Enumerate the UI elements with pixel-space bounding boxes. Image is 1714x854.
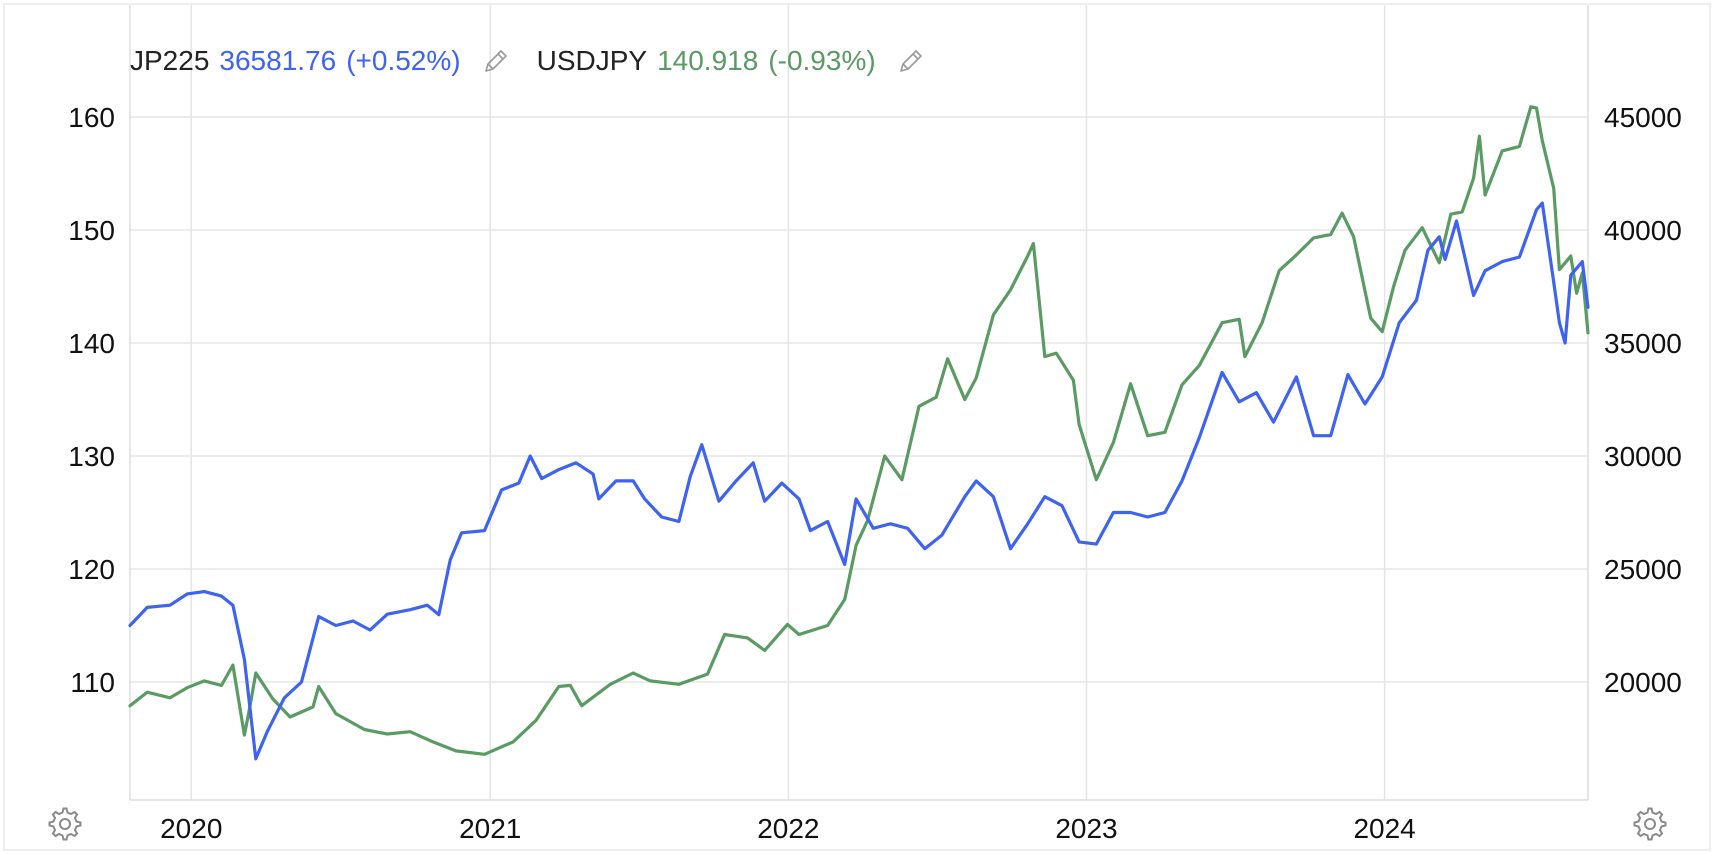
pencil-icon[interactable] bbox=[896, 46, 926, 76]
right-tick-label: 40000 bbox=[1604, 215, 1682, 246]
gear-icon[interactable] bbox=[47, 806, 83, 842]
legend-value-usdjpy: 140.918 bbox=[657, 45, 758, 77]
right-tick-label: 35000 bbox=[1604, 328, 1682, 359]
legend-change-usdjpy: (-0.93%) bbox=[768, 45, 875, 77]
grid-lines bbox=[130, 5, 1588, 800]
x-tick-label: 2022 bbox=[757, 813, 819, 844]
right-axis: 20000 25000 30000 35000 40000 45000 bbox=[1604, 102, 1682, 698]
left-tick-label: 140 bbox=[68, 328, 115, 359]
right-tick-label: 45000 bbox=[1604, 102, 1682, 133]
series-lines bbox=[130, 107, 1588, 759]
pencil-icon[interactable] bbox=[481, 46, 511, 76]
left-axis: 110 120 130 140 150 160 bbox=[68, 102, 115, 698]
x-tick-label: 2021 bbox=[459, 813, 521, 844]
series-line-usdjpy bbox=[130, 107, 1588, 755]
right-tick-label: 25000 bbox=[1604, 554, 1682, 585]
gear-icon[interactable] bbox=[1632, 806, 1668, 842]
left-tick-label: 160 bbox=[68, 102, 115, 133]
left-tick-label: 110 bbox=[70, 667, 115, 698]
legend-value-jp225: 36581.76 bbox=[219, 45, 336, 77]
legend-symbol-usdjpy[interactable]: USDJPY bbox=[537, 45, 647, 77]
left-tick-label: 150 bbox=[68, 215, 115, 246]
x-tick-label: 2024 bbox=[1353, 813, 1415, 844]
left-tick-label: 130 bbox=[68, 441, 115, 472]
x-tick-label: 2023 bbox=[1055, 813, 1117, 844]
left-tick-label: 120 bbox=[68, 554, 115, 585]
chart-legend: JP225 36581.76 (+0.52%) USDJPY 140.918 (… bbox=[130, 45, 952, 77]
x-tick-label: 2020 bbox=[160, 813, 222, 844]
x-axis: 2020 2021 2022 2023 2024 bbox=[160, 813, 1416, 844]
series-line-jp225 bbox=[130, 203, 1588, 759]
legend-symbol-jp225[interactable]: JP225 bbox=[130, 45, 209, 77]
right-tick-label: 20000 bbox=[1604, 667, 1682, 698]
legend-change-jp225: (+0.52%) bbox=[346, 45, 460, 77]
right-tick-label: 30000 bbox=[1604, 441, 1682, 472]
